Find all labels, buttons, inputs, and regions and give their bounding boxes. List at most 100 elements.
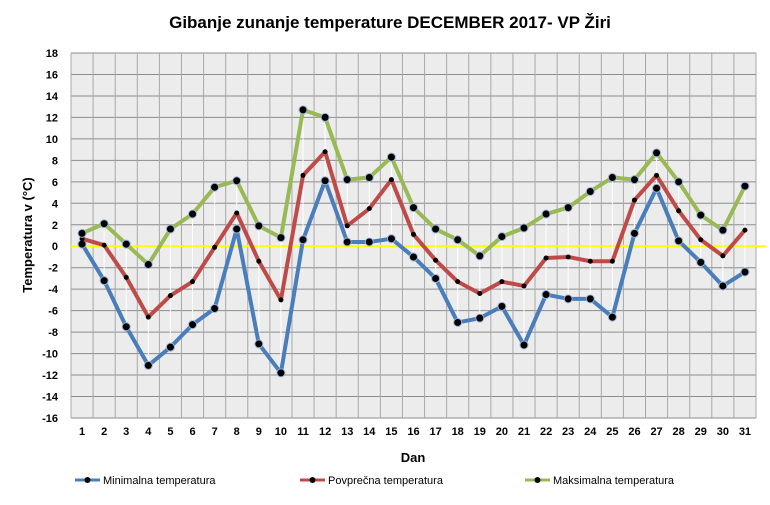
data-point (123, 274, 129, 280)
data-point (143, 360, 153, 370)
data-point (232, 176, 242, 186)
data-point (453, 235, 463, 245)
x-tick-label: 13 (341, 426, 353, 438)
data-point (254, 221, 264, 231)
data-point (541, 290, 551, 300)
x-tick-label: 25 (606, 426, 618, 438)
x-tick-label: 6 (189, 426, 195, 438)
y-tick-label: -10 (42, 349, 58, 361)
data-point (696, 257, 706, 267)
data-point (587, 258, 593, 264)
data-point (322, 149, 328, 155)
data-point (519, 223, 529, 233)
data-point (607, 312, 617, 322)
y-tick-label: 12 (46, 112, 58, 124)
legend-marker (534, 477, 541, 483)
data-point (585, 294, 595, 304)
data-point (718, 225, 728, 235)
data-point (210, 182, 220, 192)
data-point (477, 290, 483, 296)
y-axis-label: Temperatura v (°C) (20, 177, 35, 292)
data-point (431, 224, 441, 234)
legend-label: Maksimalna temperatura (553, 475, 675, 487)
x-tick-label: 16 (407, 426, 419, 438)
y-tick-label: 10 (46, 134, 58, 146)
data-point (388, 177, 394, 183)
data-point (254, 339, 264, 349)
data-point (386, 152, 396, 162)
data-point (541, 209, 551, 219)
x-tick-label: 3 (123, 426, 129, 438)
data-point (344, 223, 350, 229)
data-point (165, 342, 175, 352)
x-tick-label: 7 (212, 426, 218, 438)
data-point (654, 172, 660, 178)
y-tick-label: 6 (52, 177, 58, 189)
data-point (278, 297, 284, 303)
data-point (629, 175, 639, 185)
data-point (210, 304, 220, 313)
y-tick-label: 0 (52, 241, 58, 253)
data-point (366, 206, 372, 212)
data-point (652, 183, 662, 193)
data-point (740, 181, 750, 191)
x-tick-label: 22 (540, 426, 552, 438)
legend-label: Povprečna temperatura (328, 475, 444, 487)
data-point (364, 237, 374, 247)
y-tick-label: -6 (48, 306, 58, 318)
data-point (364, 173, 374, 183)
data-point (411, 231, 416, 237)
data-point (742, 227, 748, 233)
data-point (521, 283, 527, 289)
x-tick-label: 4 (145, 426, 152, 438)
data-point (232, 224, 242, 234)
y-tick-label: 8 (52, 155, 58, 167)
data-point (698, 237, 704, 243)
x-axis-label: Dan (401, 450, 426, 465)
x-tick-label: 26 (628, 426, 640, 438)
x-tick-label: 27 (650, 426, 662, 438)
x-tick-label: 14 (363, 426, 376, 438)
data-point (167, 293, 173, 299)
data-point (165, 224, 175, 234)
data-point (409, 203, 418, 213)
data-point (145, 314, 151, 320)
data-point (386, 234, 396, 244)
data-point (121, 322, 131, 332)
data-point (676, 208, 682, 214)
data-point (585, 186, 595, 196)
data-point (475, 313, 485, 323)
x-tick-label: 8 (234, 426, 240, 438)
legend-marker (309, 477, 316, 483)
data-point (453, 317, 463, 327)
data-point (475, 251, 485, 261)
data-point (101, 242, 107, 248)
y-tick-label: 14 (46, 91, 59, 103)
legend-marker (84, 477, 91, 483)
data-point (99, 219, 109, 229)
x-tick-label: 21 (518, 426, 530, 438)
x-tick-label: 10 (275, 426, 287, 438)
data-point (276, 233, 286, 243)
y-tick-label: -4 (48, 284, 59, 296)
data-point (431, 273, 441, 283)
data-point (433, 257, 439, 263)
data-point (188, 320, 198, 330)
x-tick-label: 2 (101, 426, 107, 438)
x-tick-label: 24 (584, 426, 597, 438)
x-tick-label: 17 (429, 426, 441, 438)
y-tick-label: -12 (42, 370, 58, 382)
data-point (212, 244, 218, 250)
data-point (631, 197, 637, 203)
data-point (565, 254, 571, 260)
data-point (519, 340, 529, 350)
x-tick-label: 18 (452, 426, 464, 438)
x-tick-label: 30 (717, 426, 729, 438)
data-point (497, 232, 507, 242)
data-point (320, 112, 330, 122)
y-tick-label: -2 (48, 263, 58, 275)
data-point (720, 253, 726, 259)
data-point (188, 209, 198, 219)
data-point (499, 279, 505, 285)
